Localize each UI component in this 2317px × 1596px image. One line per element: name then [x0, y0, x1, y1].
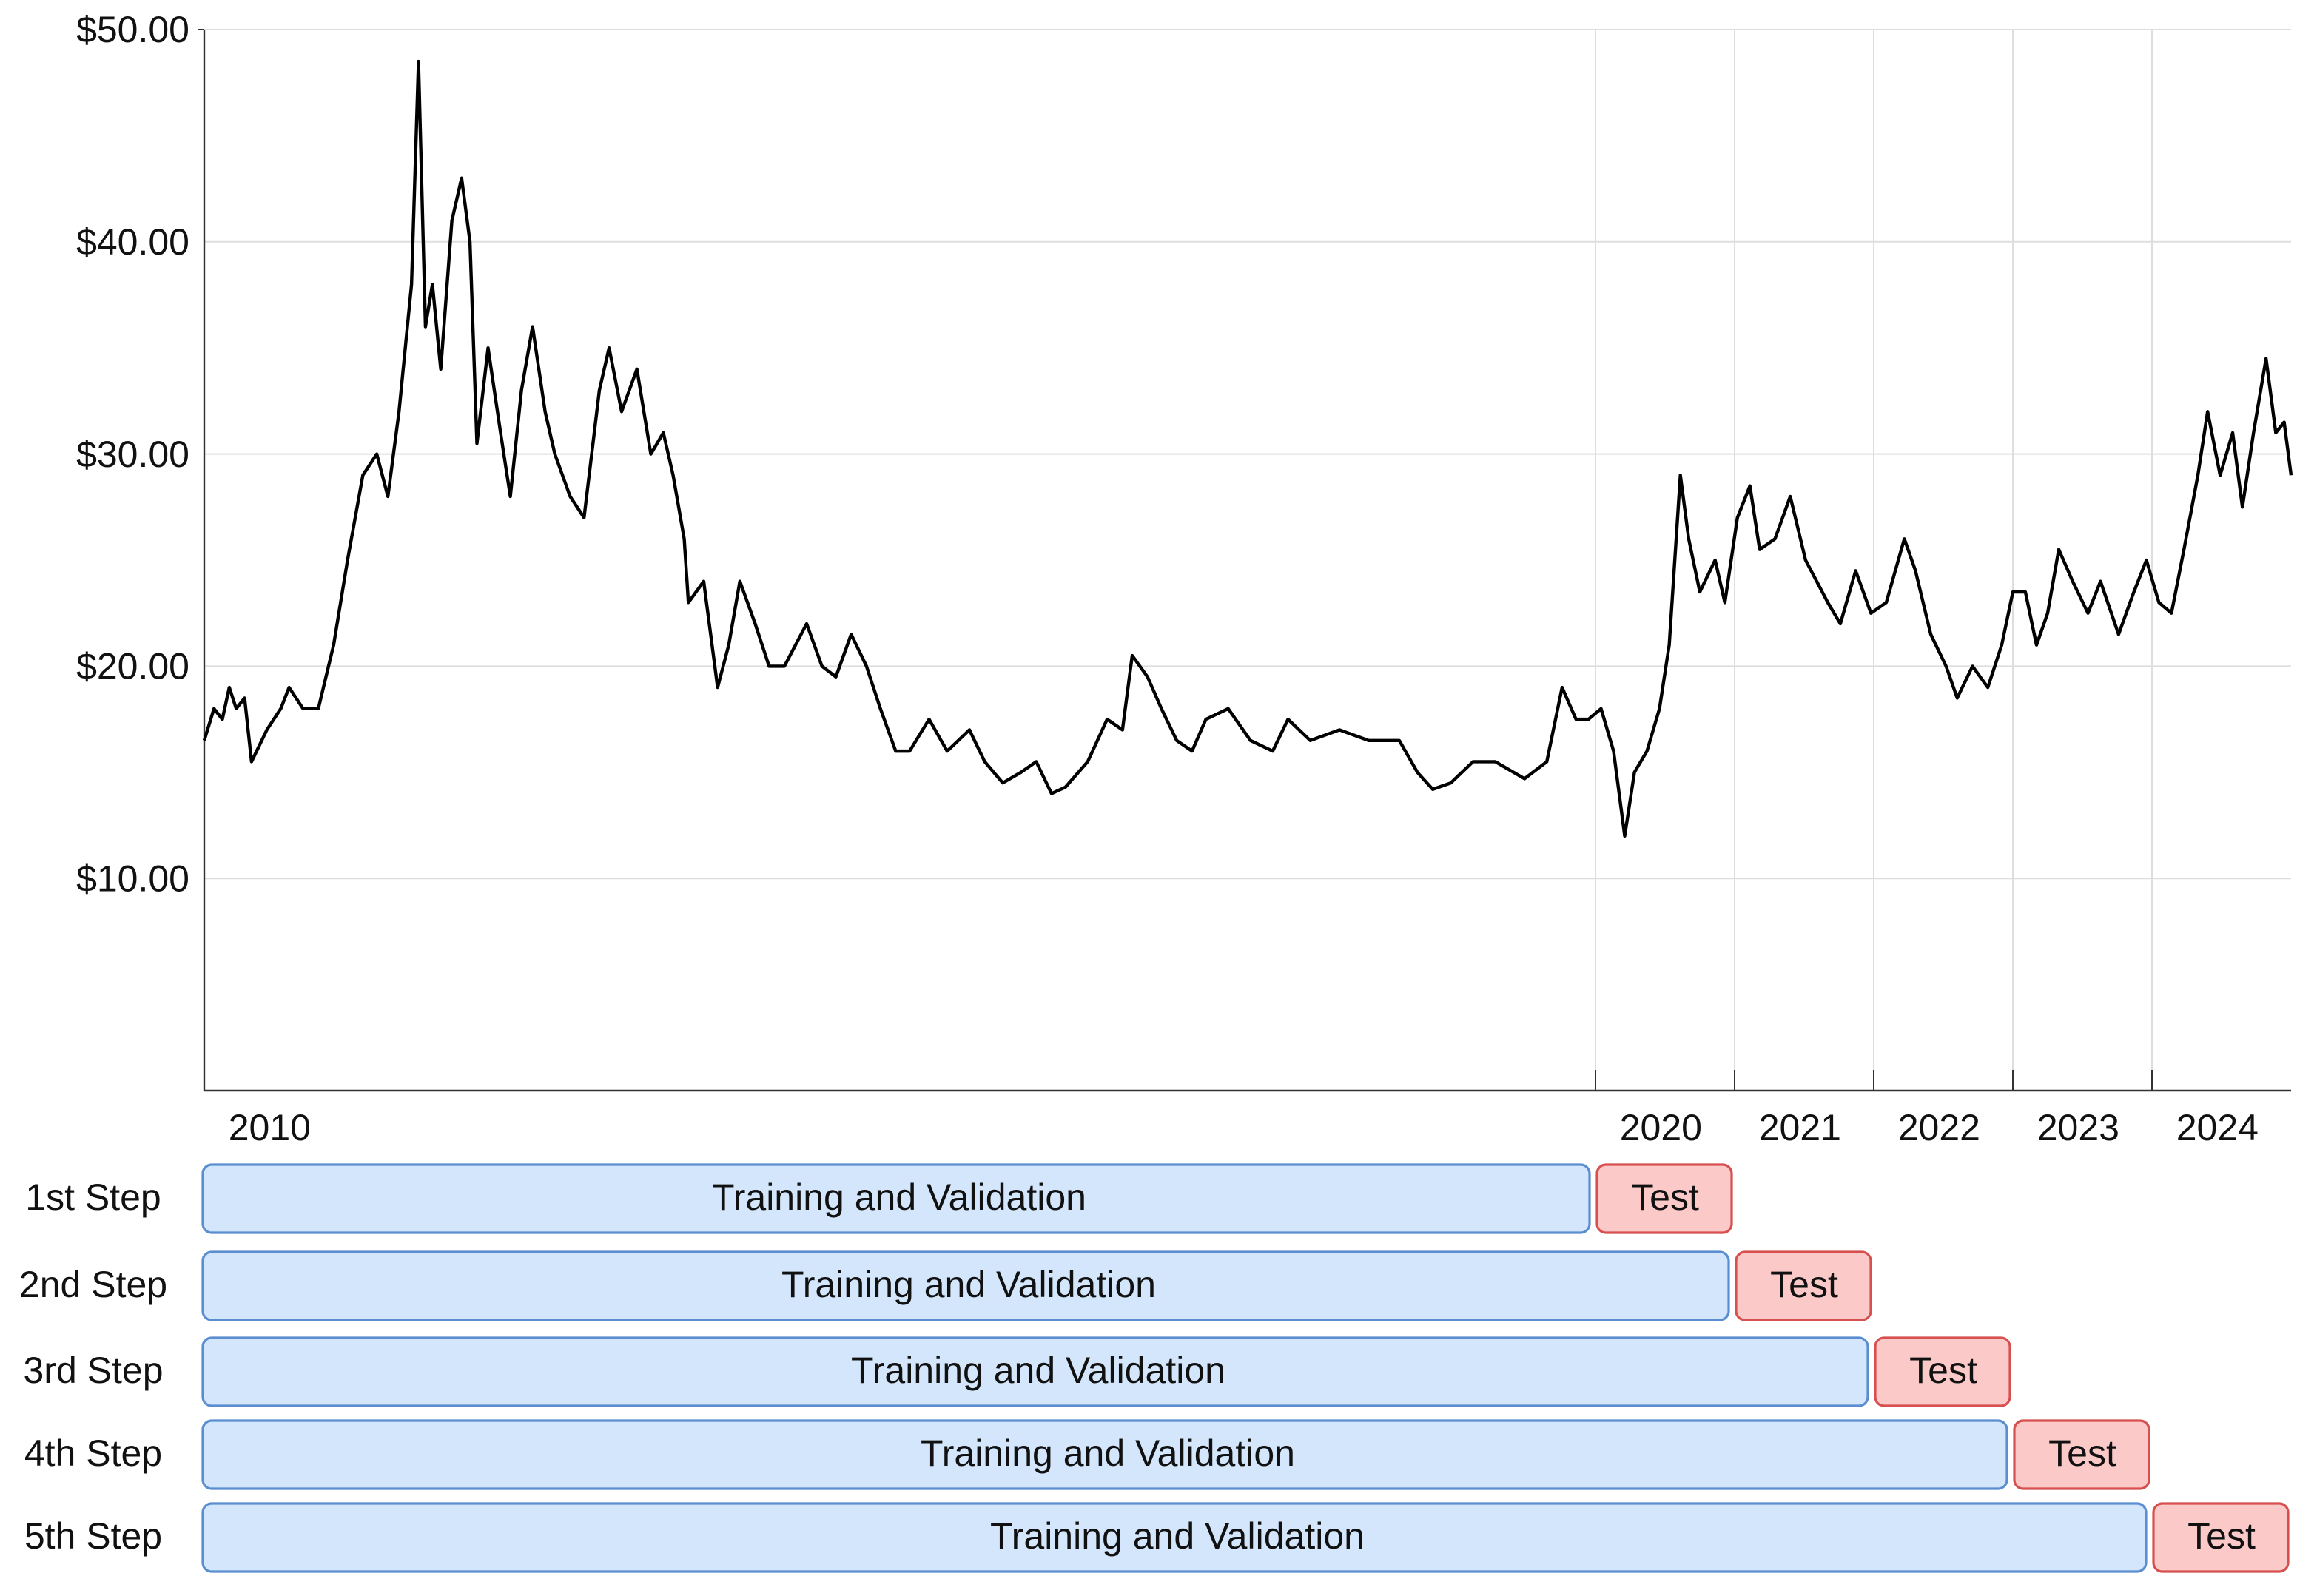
x-tick-label: 2021: [1759, 1107, 1841, 1148]
train-label: Training and Validation: [781, 1264, 1156, 1305]
train-label: Training and Validation: [921, 1432, 1295, 1474]
step-label: 1st Step: [25, 1176, 161, 1218]
y-tick-label: $50.00: [76, 9, 189, 50]
train-bar: [201, 1163, 1591, 1234]
train-bar: [201, 1419, 2008, 1490]
y-tick-label: $20.00: [76, 646, 189, 687]
x-tick-label: 2024: [2176, 1107, 2259, 1148]
x-tick-label: 2022: [1898, 1107, 1980, 1148]
test-bar: [1874, 1336, 2011, 1407]
test-bar: [2013, 1419, 2150, 1490]
test-bar: [2152, 1502, 2290, 1573]
step-label: 4th Step: [24, 1432, 162, 1474]
test-label: Test: [2187, 1515, 2256, 1557]
test-label: Test: [1909, 1350, 1977, 1391]
train-bar: [201, 1250, 1730, 1321]
test-bar: [1595, 1163, 1733, 1234]
step-label: 5th Step: [24, 1515, 162, 1557]
y-tick-label: $40.00: [76, 221, 189, 263]
test-label: Test: [2048, 1432, 2116, 1474]
y-tick-label: $10.00: [76, 858, 189, 899]
train-label: Training and Validation: [990, 1515, 1365, 1557]
train-label: Training and Validation: [851, 1350, 1225, 1391]
test-label: Test: [1631, 1176, 1699, 1218]
y-tick-label: $30.00: [76, 434, 189, 475]
price-line: [202, 59, 2293, 838]
train-bar: [201, 1336, 1869, 1407]
test-label: Test: [1770, 1264, 1838, 1305]
test-bar: [1735, 1250, 1872, 1321]
step-label: 3rd Step: [23, 1350, 163, 1391]
train-bar: [201, 1502, 2148, 1573]
train-label: Training and Validation: [712, 1176, 1086, 1218]
step-label: 2nd Step: [19, 1264, 167, 1305]
x-tick-label: 2010: [229, 1107, 311, 1148]
x-tick-label: 2023: [2037, 1107, 2119, 1148]
x-tick-label: 2020: [1620, 1107, 1702, 1148]
